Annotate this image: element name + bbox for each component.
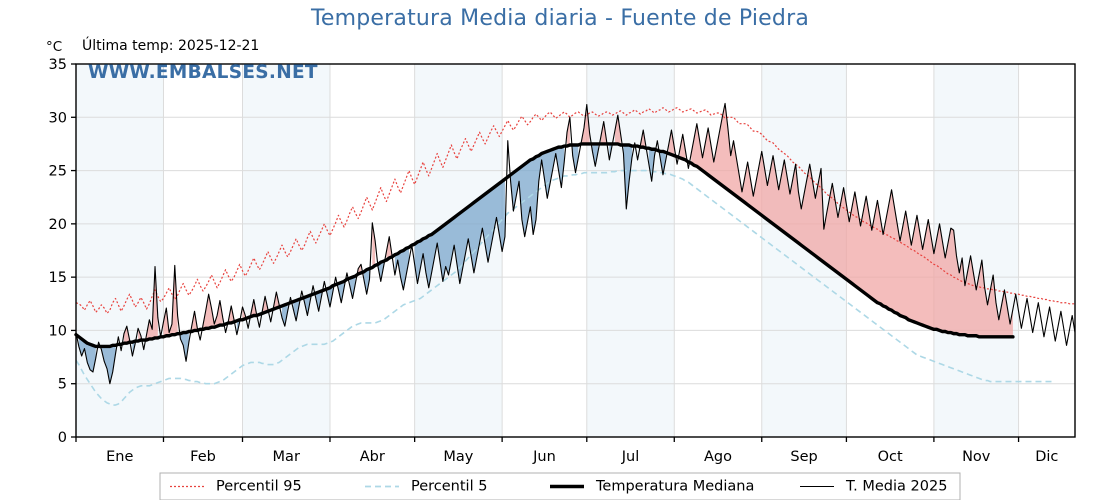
legend-item-label: Temperatura Mediana bbox=[595, 479, 754, 495]
legend-item[interactable]: Percentil 5 bbox=[365, 479, 487, 495]
y-axis-tick-label: 5 bbox=[58, 377, 67, 393]
y-axis-tick-label: 15 bbox=[49, 270, 67, 286]
legend-item[interactable]: Percentil 95 bbox=[170, 479, 302, 495]
y-axis-tick-label: 20 bbox=[49, 217, 67, 233]
y-axis-unit-label: °C bbox=[46, 39, 63, 55]
y-axis-tick-label: 10 bbox=[49, 323, 67, 339]
x-axis-tick-label: May bbox=[443, 449, 473, 465]
x-axis-tick-label: Nov bbox=[962, 449, 991, 465]
x-axis-tick-label: Sep bbox=[790, 449, 817, 465]
legend-item-label: Percentil 5 bbox=[411, 479, 487, 495]
last-temp-subtitle: Última temp: 2025-12-21 bbox=[82, 38, 260, 54]
y-axis-tick-label: 30 bbox=[49, 110, 67, 126]
legend-item-label: T. Media 2025 bbox=[845, 479, 947, 495]
y-axis-tick-label: 25 bbox=[49, 164, 67, 180]
page-title: Temperatura Media diaria - Fuente de Pie… bbox=[310, 6, 809, 31]
y-axis-tick-label: 35 bbox=[49, 57, 67, 73]
x-axis-tick-label: Mar bbox=[273, 449, 300, 465]
legend-item[interactable]: Temperatura Mediana bbox=[550, 479, 754, 495]
x-axis-tick-label: Jun bbox=[532, 449, 556, 465]
x-axis-tick-label: Ago bbox=[704, 449, 732, 465]
legend-item-label: Percentil 95 bbox=[216, 479, 302, 495]
x-axis-tick-label: Abr bbox=[360, 449, 385, 465]
x-axis-tick-label: Oct bbox=[878, 449, 903, 465]
legend-item[interactable]: T. Media 2025 bbox=[800, 479, 947, 495]
x-axis-tick-label: Feb bbox=[190, 449, 216, 465]
x-axis-tick-label: Jul bbox=[621, 449, 640, 465]
y-axis-tick-label: 0 bbox=[58, 430, 67, 446]
x-axis-tick-label: Ene bbox=[106, 449, 133, 465]
x-axis-tick-label: Dic bbox=[1035, 449, 1058, 465]
watermark-label: WWW.EMBALSES.NET bbox=[88, 62, 318, 83]
